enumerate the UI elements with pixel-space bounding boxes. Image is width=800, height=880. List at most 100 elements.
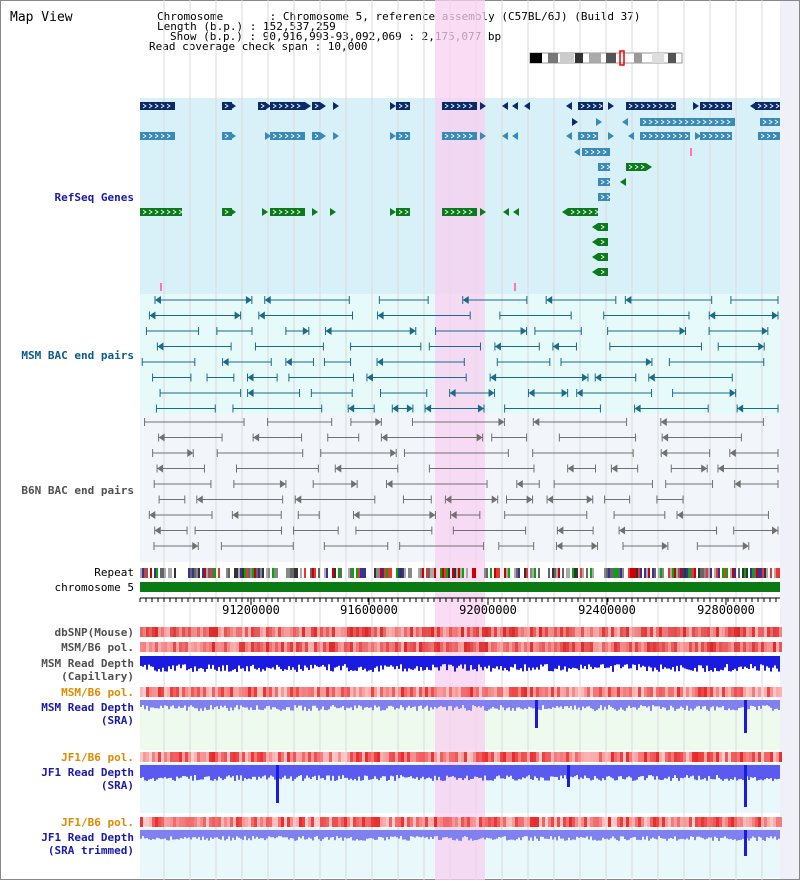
polymorphism-cell: [446, 752, 449, 762]
track-label-jf1-b6-pol-2[interactable]: JF1/B6 pol.: [61, 816, 134, 829]
read-depth-bar: [698, 765, 700, 776]
repeat-element: [574, 568, 576, 578]
polymorphism-cell: [701, 687, 704, 697]
read-depth-bar: [658, 656, 660, 672]
read-depth-bar: [156, 765, 158, 780]
track-label-msm-depth-cap-sub: (Capillary): [61, 670, 134, 683]
polymorphism-cell: [689, 687, 692, 697]
repeat-element: [658, 568, 660, 578]
read-depth-bar: [370, 765, 372, 780]
repeat-element: [276, 568, 278, 578]
bac-end-arrow: [648, 373, 655, 382]
polymorphism-cell: [140, 817, 143, 827]
bac-end-arrow: [557, 526, 564, 535]
read-depth-bar: [624, 765, 626, 780]
track-label-refseq[interactable]: RefSeq Genes: [54, 191, 134, 204]
read-depth-bar: [386, 700, 388, 709]
polymorphism-cell: [335, 817, 338, 827]
polymorphism-cell: [467, 752, 470, 762]
read-depth-bar: [634, 656, 636, 665]
read-depth-bar: [314, 656, 316, 665]
polymorphism-cell: [464, 817, 467, 827]
read-depth-bar: [758, 656, 760, 671]
polymorphism-cell: [659, 642, 662, 652]
polymorphism-cell: [212, 817, 215, 827]
track-label-msm-depth-cap[interactable]: MSM Read Depth: [41, 657, 134, 670]
gene-strand-arrow: [766, 133, 771, 139]
polymorphism-cell: [488, 752, 491, 762]
read-depth-bar: [282, 765, 284, 778]
read-depth-bar: [402, 765, 404, 777]
read-depth-bar: [312, 830, 314, 841]
track-label-msm-bac[interactable]: MSM BAC end pairs: [21, 349, 134, 362]
read-depth-bar: [734, 700, 736, 711]
read-depth-bar: [222, 700, 224, 708]
read-depth-bar: [566, 830, 568, 841]
repeat-element: [628, 568, 630, 578]
read-depth-bar: [268, 765, 270, 778]
read-depth-bar: [412, 830, 414, 837]
polymorphism-cell: [641, 752, 644, 762]
read-depth-bar: [644, 830, 646, 840]
track-label-msm-b6-pol[interactable]: MSM/B6 pol.: [61, 641, 134, 654]
gene-strand-arrow: [456, 103, 461, 109]
read-depth-bar: [174, 700, 176, 709]
bac-end-arrow: [264, 296, 271, 304]
polymorphism-cell: [746, 642, 749, 652]
gene-strand-arrow: [290, 103, 295, 109]
read-depth-bar: [270, 830, 272, 838]
bac-end-arrow: [351, 480, 358, 488]
polymorphism-cell: [422, 642, 425, 652]
polymorphism-cell: [386, 627, 389, 637]
read-depth-bar: [586, 830, 588, 837]
gene-strand-arrow: [290, 133, 295, 139]
read-depth-bar: [412, 700, 414, 707]
polymorphism-cell: [746, 752, 749, 762]
track-label-jf1-depth-sra[interactable]: JF1 Read Depth: [41, 766, 134, 779]
read-depth-bar: [634, 700, 636, 708]
read-depth-bar: [594, 830, 596, 840]
read-depth-bar: [304, 830, 306, 840]
read-depth-bar: [464, 765, 466, 779]
track-label-b6n-bac[interactable]: B6N BAC end pairs: [21, 484, 134, 497]
polymorphism-cell: [281, 752, 284, 762]
polymorphism-cell: [419, 627, 422, 637]
gene-strand-arrow: [450, 103, 455, 109]
read-depth-bar: [378, 700, 380, 707]
bac-end-arrow: [375, 418, 382, 426]
polymorphism-cell: [656, 627, 659, 637]
read-depth-bar: [366, 765, 368, 776]
read-depth-bar: [758, 830, 760, 837]
read-depth-bar: [762, 765, 764, 781]
read-depth-bar: [256, 765, 258, 780]
track-label-dbsnp[interactable]: dbSNP(Mouse): [54, 626, 134, 639]
gene-exon: [480, 208, 486, 216]
read-depth-bar: [226, 700, 228, 708]
polymorphism-cell: [188, 687, 191, 697]
gene-strand-arrow: [762, 119, 767, 125]
read-depth-bar: [464, 700, 466, 709]
read-depth-bar: [592, 830, 594, 841]
polymorphism-cell: [548, 687, 551, 697]
track-label-msm-depth-sra[interactable]: MSM Read Depth: [41, 701, 134, 714]
track-label-repeat[interactable]: Repeat: [94, 566, 134, 579]
gene-block: [760, 118, 780, 126]
read-depth-bar: [204, 765, 206, 777]
read-depth-bar: [430, 830, 432, 837]
read-depth-bar: [752, 700, 754, 707]
read-depth-bar: [634, 765, 636, 781]
read-depth-bar: [256, 700, 258, 706]
read-depth-bar: [538, 830, 540, 841]
read-depth-bar: [382, 830, 384, 838]
track-label-jf1-depth-trim[interactable]: JF1 Read Depth: [41, 831, 134, 844]
read-depth-bar: [360, 765, 362, 781]
read-depth-bar: [324, 700, 326, 711]
read-depth-bar: [704, 830, 706, 840]
polymorphism-cell: [284, 687, 287, 697]
track-label-jf1-b6-pol[interactable]: JF1/B6 pol.: [61, 751, 134, 764]
track-label-msm-b6-pol-2[interactable]: MSM/B6 pol.: [61, 686, 134, 699]
polymorphism-cell: [431, 627, 434, 637]
polymorphism-cell: [401, 642, 404, 652]
read-depth-bar: [596, 765, 598, 779]
